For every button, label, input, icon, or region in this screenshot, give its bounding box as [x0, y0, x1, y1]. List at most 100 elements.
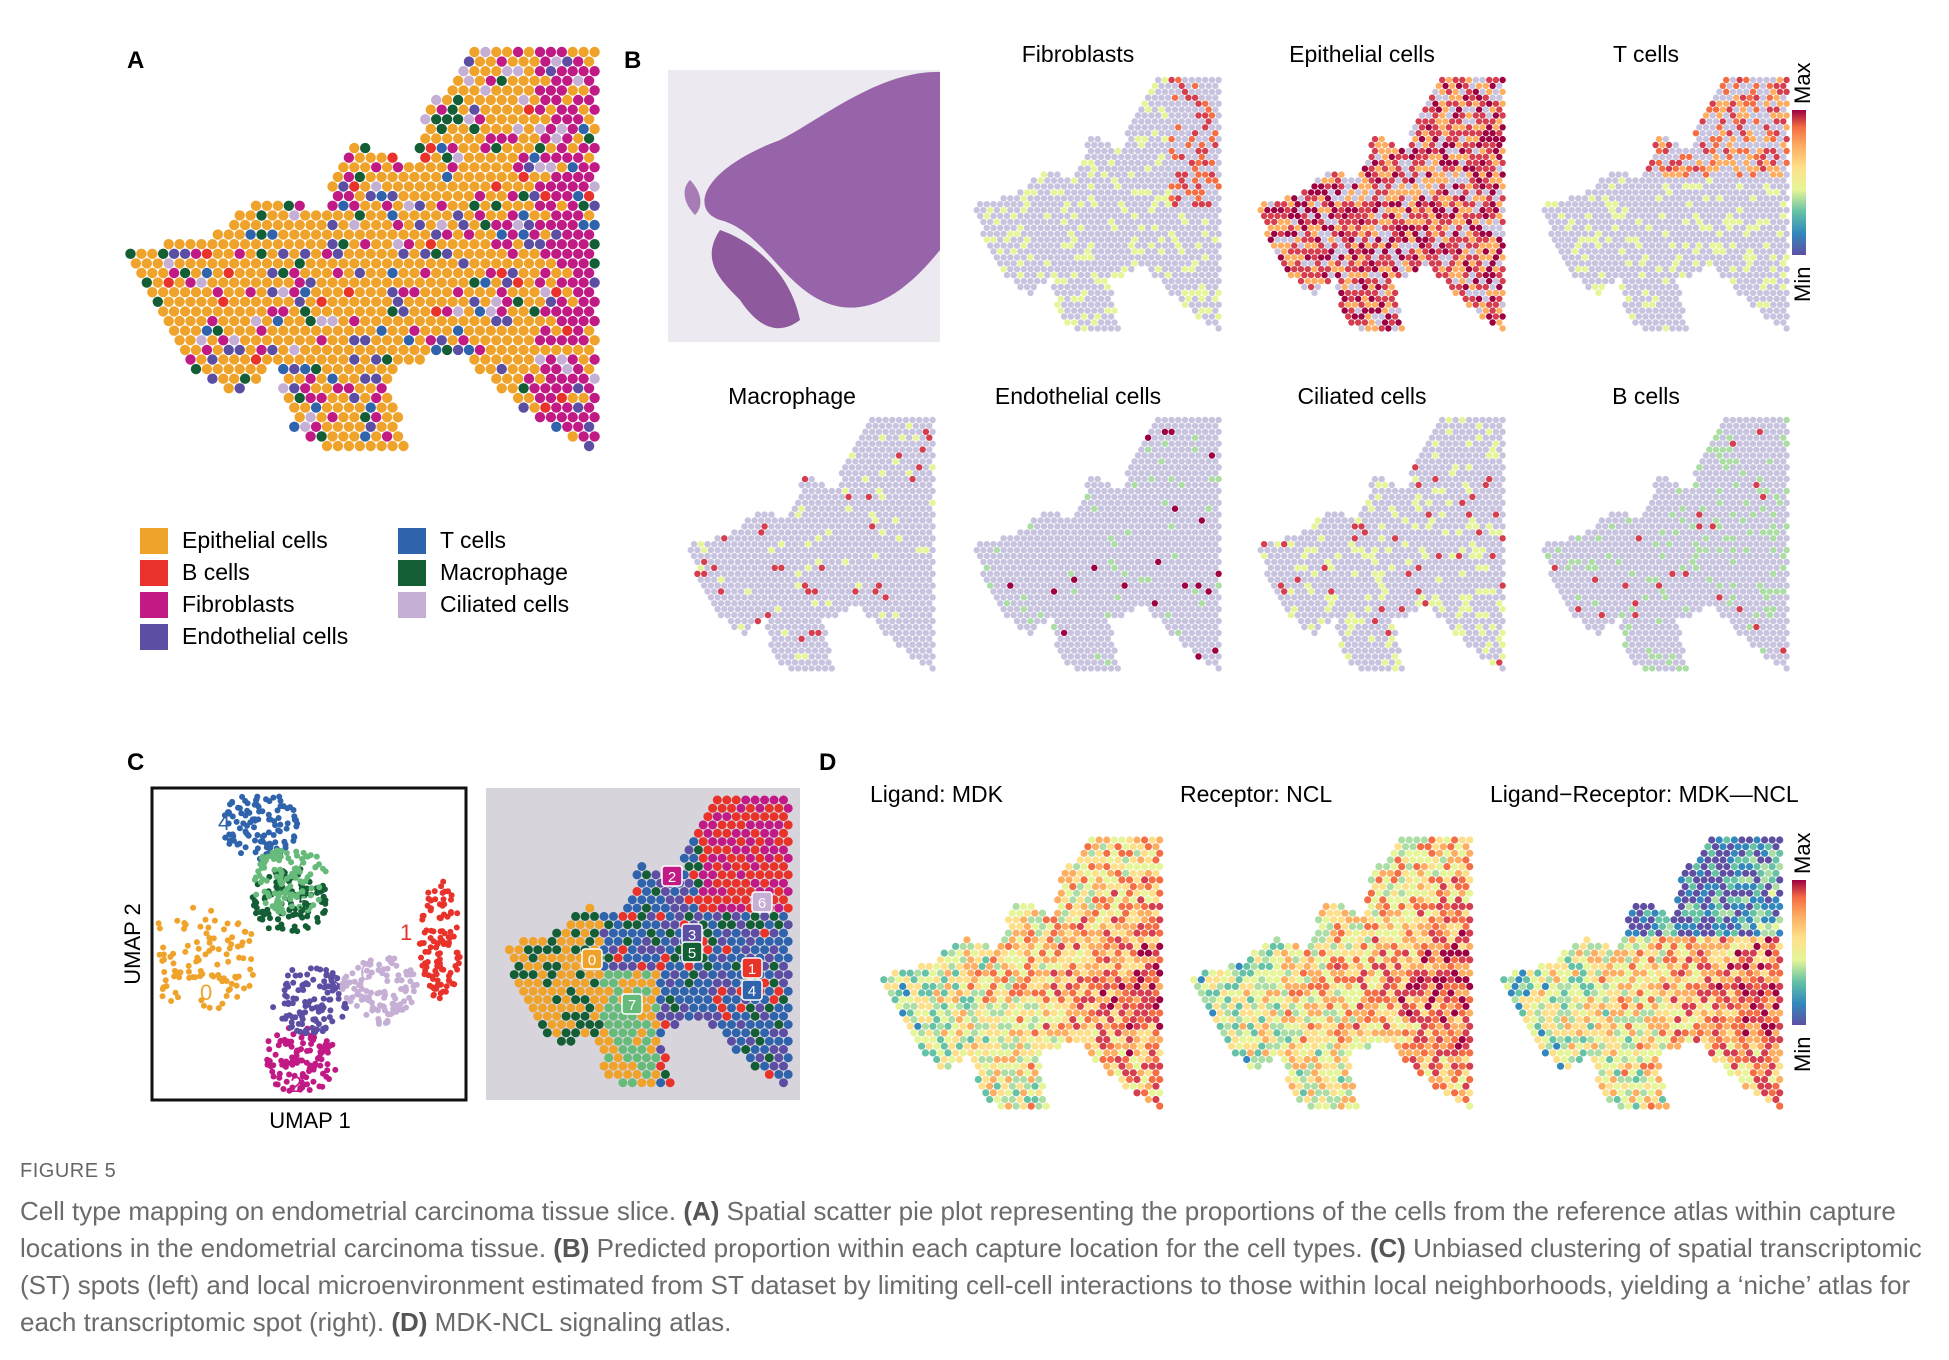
spot	[1612, 201, 1619, 208]
spot	[1381, 153, 1389, 161]
spot	[458, 315, 469, 327]
spot	[458, 123, 469, 135]
spot	[1696, 147, 1703, 155]
spot	[223, 363, 234, 375]
spot	[737, 611, 745, 619]
spot	[1151, 130, 1159, 137]
spot	[1618, 224, 1626, 231]
spot	[842, 570, 849, 577]
spot	[1084, 189, 1091, 196]
spot	[229, 219, 240, 231]
spot	[1452, 289, 1459, 297]
spot	[1091, 283, 1098, 291]
spot	[1672, 295, 1680, 302]
spot	[1191, 422, 1199, 430]
spot	[1415, 189, 1422, 196]
spot	[327, 200, 338, 211]
spot	[1428, 130, 1436, 137]
spot	[852, 505, 859, 512]
spot	[808, 582, 815, 589]
spot	[332, 229, 344, 240]
spot	[441, 114, 453, 125]
spot	[1719, 177, 1727, 184]
spot	[1081, 277, 1088, 285]
spot	[1385, 254, 1392, 261]
spot	[1111, 307, 1118, 314]
spot	[768, 629, 775, 637]
spot	[741, 582, 748, 589]
spot	[1759, 271, 1767, 279]
spot	[507, 152, 518, 163]
spot	[1496, 212, 1503, 220]
spot	[1696, 124, 1703, 131]
spot	[916, 594, 923, 601]
spot	[1131, 260, 1138, 267]
spot	[392, 335, 404, 346]
spot	[801, 653, 809, 660]
legend-swatch	[398, 592, 426, 618]
spot	[1107, 230, 1115, 237]
spot	[875, 570, 883, 577]
spot	[1124, 177, 1132, 184]
spot	[1158, 153, 1165, 161]
spot	[1442, 130, 1449, 137]
spot	[1469, 165, 1476, 172]
spot	[573, 190, 584, 202]
spot	[1479, 171, 1486, 178]
spot	[1432, 135, 1439, 143]
spot	[774, 594, 782, 601]
spot	[507, 56, 518, 67]
spot	[785, 600, 792, 607]
spot	[1060, 289, 1068, 297]
spot	[865, 481, 872, 489]
spot	[1763, 124, 1770, 131]
spot	[1408, 189, 1416, 196]
spot	[578, 66, 589, 77]
spot	[1185, 141, 1192, 149]
spot	[1198, 248, 1206, 255]
spot	[1482, 106, 1490, 113]
spot	[1044, 271, 1051, 279]
spot	[788, 582, 795, 589]
spot	[869, 558, 876, 566]
spot	[1578, 236, 1585, 243]
spot	[1371, 301, 1379, 308]
spot	[1568, 254, 1575, 261]
spot	[1496, 236, 1503, 243]
spot	[1585, 271, 1592, 279]
spot	[1338, 266, 1345, 273]
spot	[1743, 289, 1750, 297]
spot	[1686, 248, 1693, 255]
spot	[1271, 206, 1278, 214]
spot	[502, 181, 513, 192]
spot	[1773, 224, 1780, 231]
spot	[1428, 141, 1436, 149]
spot	[926, 576, 933, 583]
spot	[1405, 195, 1412, 202]
spot	[1773, 82, 1780, 90]
spot	[805, 552, 812, 560]
spot	[1003, 271, 1011, 279]
spot	[1743, 277, 1750, 285]
spot	[721, 582, 728, 589]
spot	[523, 315, 535, 327]
spot	[1729, 266, 1737, 273]
spot	[801, 594, 809, 601]
spot	[1749, 254, 1757, 261]
spot	[1753, 82, 1760, 90]
spot	[1111, 153, 1118, 161]
spot	[1780, 153, 1787, 161]
spot	[1726, 106, 1733, 113]
spot	[1371, 135, 1379, 143]
spot	[1381, 177, 1389, 184]
spot	[1368, 153, 1375, 161]
spot	[1138, 236, 1145, 243]
spot	[808, 535, 815, 542]
spot	[909, 487, 916, 495]
spot	[1655, 301, 1663, 308]
spot	[1071, 248, 1078, 255]
spot	[1689, 171, 1696, 178]
spot	[174, 335, 185, 346]
spot	[1158, 82, 1165, 90]
spot	[1144, 224, 1152, 231]
